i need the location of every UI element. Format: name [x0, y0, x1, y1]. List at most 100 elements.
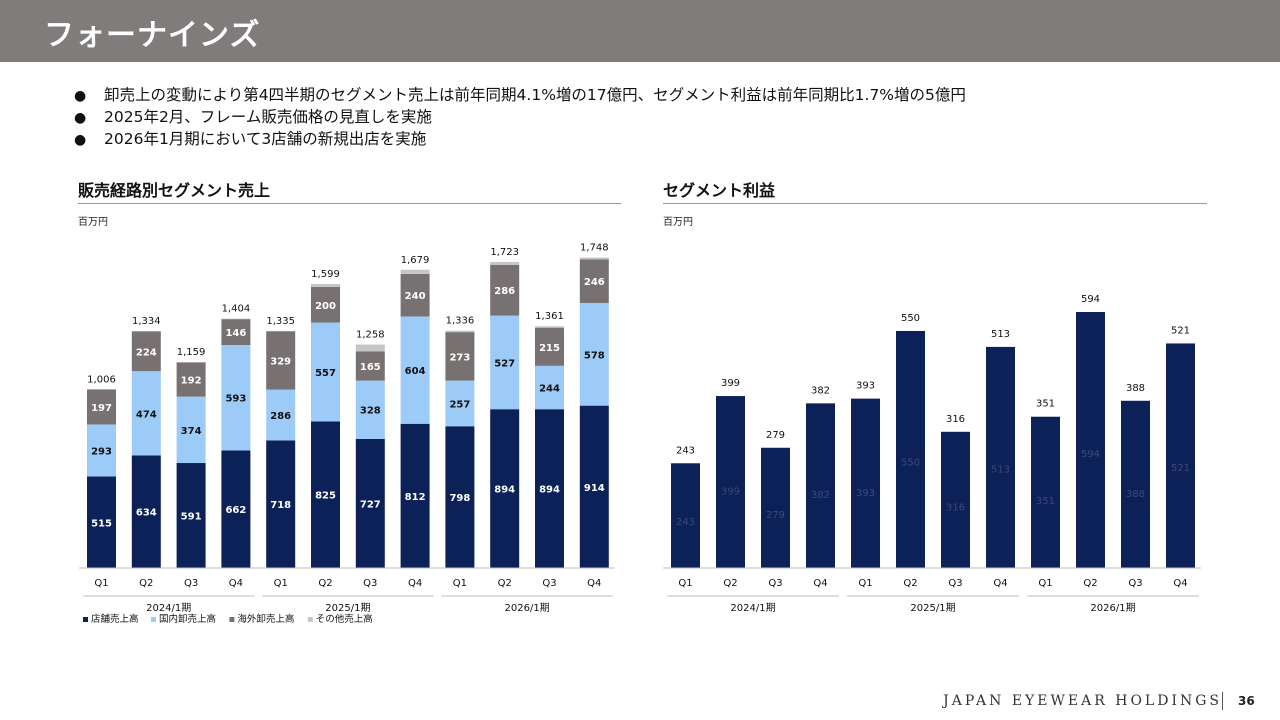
- inner-data-label: 521: [1171, 463, 1190, 474]
- legend-label: 海外卸売上高: [237, 613, 294, 625]
- data-label: 662: [225, 505, 246, 516]
- data-label: 527: [494, 358, 515, 369]
- x-tick-label: Q4: [813, 578, 827, 589]
- x-tick-label: Q3: [948, 578, 962, 589]
- data-label: 165: [360, 362, 381, 373]
- total-label: 1,006: [87, 374, 116, 385]
- stacked-bar-segment: [311, 421, 340, 568]
- stacked-bar-segment: [535, 365, 564, 410]
- data-label: 243: [676, 445, 695, 456]
- data-label: 798: [449, 493, 470, 504]
- x-tick-label: Q3: [542, 578, 556, 589]
- stacked-bar-segment: [535, 327, 564, 366]
- data-label: 244: [539, 384, 560, 395]
- data-label: 578: [584, 350, 605, 361]
- footer-brand: JAPAN EYEWEAR HOLDINGS: [943, 693, 1222, 709]
- data-label: 894: [494, 485, 515, 496]
- data-label: 591: [181, 512, 202, 523]
- data-label: 351: [1036, 399, 1055, 410]
- total-label: 1,159: [177, 347, 206, 358]
- data-label: 513: [991, 329, 1010, 340]
- sales-chart-title: 販売経路別セグメント売上: [78, 181, 271, 200]
- stacked-bar-segment: [87, 476, 116, 568]
- stacked-bar-segment: [400, 269, 430, 274]
- profit-bar: [896, 330, 925, 568]
- stacked-bar-segment: [131, 371, 161, 456]
- data-label: 286: [270, 411, 291, 422]
- x-tick-label: Q2: [318, 578, 332, 589]
- data-label: 388: [1126, 383, 1145, 394]
- total-label: 1,334: [132, 316, 161, 327]
- stacked-bar-segment: [355, 351, 385, 381]
- x-tick-label: Q1: [1038, 578, 1052, 589]
- data-label: 286: [494, 286, 515, 297]
- data-label: 474: [136, 409, 157, 420]
- data-label: 593: [225, 394, 246, 405]
- total-label: 1,748: [580, 243, 609, 254]
- stacked-bar-segment: [311, 286, 340, 323]
- x-tick-label: Q1: [453, 578, 467, 589]
- inner-data-label: 393: [856, 488, 875, 499]
- data-label: 557: [315, 368, 336, 379]
- bullet-text: 卸売上の変動により第4四半期のセグメント売上は前年同期4.1%増の17億円、セグ…: [104, 86, 966, 104]
- period-label: 2026/1期: [1090, 602, 1135, 614]
- data-label: 521: [1171, 325, 1190, 336]
- stacked-bar-segment: [535, 326, 564, 328]
- stacked-bar-segment: [355, 438, 385, 568]
- stacked-bar-segment: [400, 316, 430, 424]
- stacked-bar-segment: [87, 424, 116, 477]
- total-label: 1,335: [266, 316, 295, 327]
- x-tick-label: Q2: [903, 578, 917, 589]
- x-tick-label: Q2: [723, 578, 737, 589]
- page-number: 36: [1238, 694, 1255, 708]
- period-label: 2026/1期: [505, 602, 550, 614]
- x-tick-label: Q1: [678, 578, 692, 589]
- data-label: 329: [270, 356, 291, 367]
- stacked-bar-segment: [490, 261, 520, 265]
- filled-circle-icon: ●: [74, 88, 87, 104]
- data-label: 399: [721, 378, 740, 389]
- data-label: 316: [946, 414, 965, 425]
- page-title: フォーナインズ: [44, 18, 261, 53]
- stacked-bar-segment: [266, 331, 296, 390]
- data-label: 718: [270, 500, 291, 511]
- filled-circle-icon: ●: [74, 132, 87, 148]
- x-tick-label: Q4: [993, 578, 1007, 589]
- inner-data-label: 594: [1081, 449, 1100, 460]
- profit-bar: [761, 447, 790, 568]
- stacked-bar-segment: [355, 344, 385, 352]
- period-label: 2025/1期: [910, 602, 955, 614]
- legend-swatch: [83, 617, 88, 622]
- stacked-bar-segment: [176, 463, 206, 568]
- data-label: 146: [225, 328, 246, 339]
- bullet-text: 2025年2月、フレーム販売価格の見直しを実施: [104, 108, 432, 126]
- footer-divider: [1222, 692, 1223, 710]
- inner-data-label: 388: [1126, 489, 1145, 500]
- stacked-bar-segment: [221, 345, 251, 451]
- stacked-bar-segment: [400, 423, 430, 568]
- stacked-bar-segment: [579, 302, 609, 406]
- data-label: 382: [811, 385, 830, 396]
- stacked-bar-segment: [400, 273, 430, 317]
- inner-data-label: 513: [991, 465, 1010, 476]
- period-label: 2024/1期: [730, 602, 775, 614]
- profit-bar: [1121, 400, 1150, 568]
- data-label: 293: [91, 446, 112, 457]
- stacked-bar-segment: [266, 440, 296, 568]
- stacked-bar-segment: [445, 330, 475, 333]
- total-label: 1,336: [446, 316, 475, 327]
- data-label: 604: [405, 366, 426, 377]
- inner-data-label: 316: [946, 503, 965, 514]
- stacked-bar-segment: [311, 283, 340, 287]
- stacked-bar-segment: [445, 426, 475, 568]
- stacked-bar-segment: [579, 405, 609, 568]
- bullet-item: ● 卸売上の変動により第4四半期のセグメント売上は前年同期4.1%増の17億円、セ…: [74, 84, 966, 106]
- data-label: 727: [360, 499, 381, 510]
- x-tick-label: Q1: [274, 578, 288, 589]
- total-label: 1,679: [401, 255, 430, 266]
- data-label: 393: [856, 381, 875, 392]
- data-label: 634: [136, 508, 157, 519]
- legend-label: その他売上高: [316, 613, 373, 625]
- stacked-bar-segment: [176, 396, 206, 464]
